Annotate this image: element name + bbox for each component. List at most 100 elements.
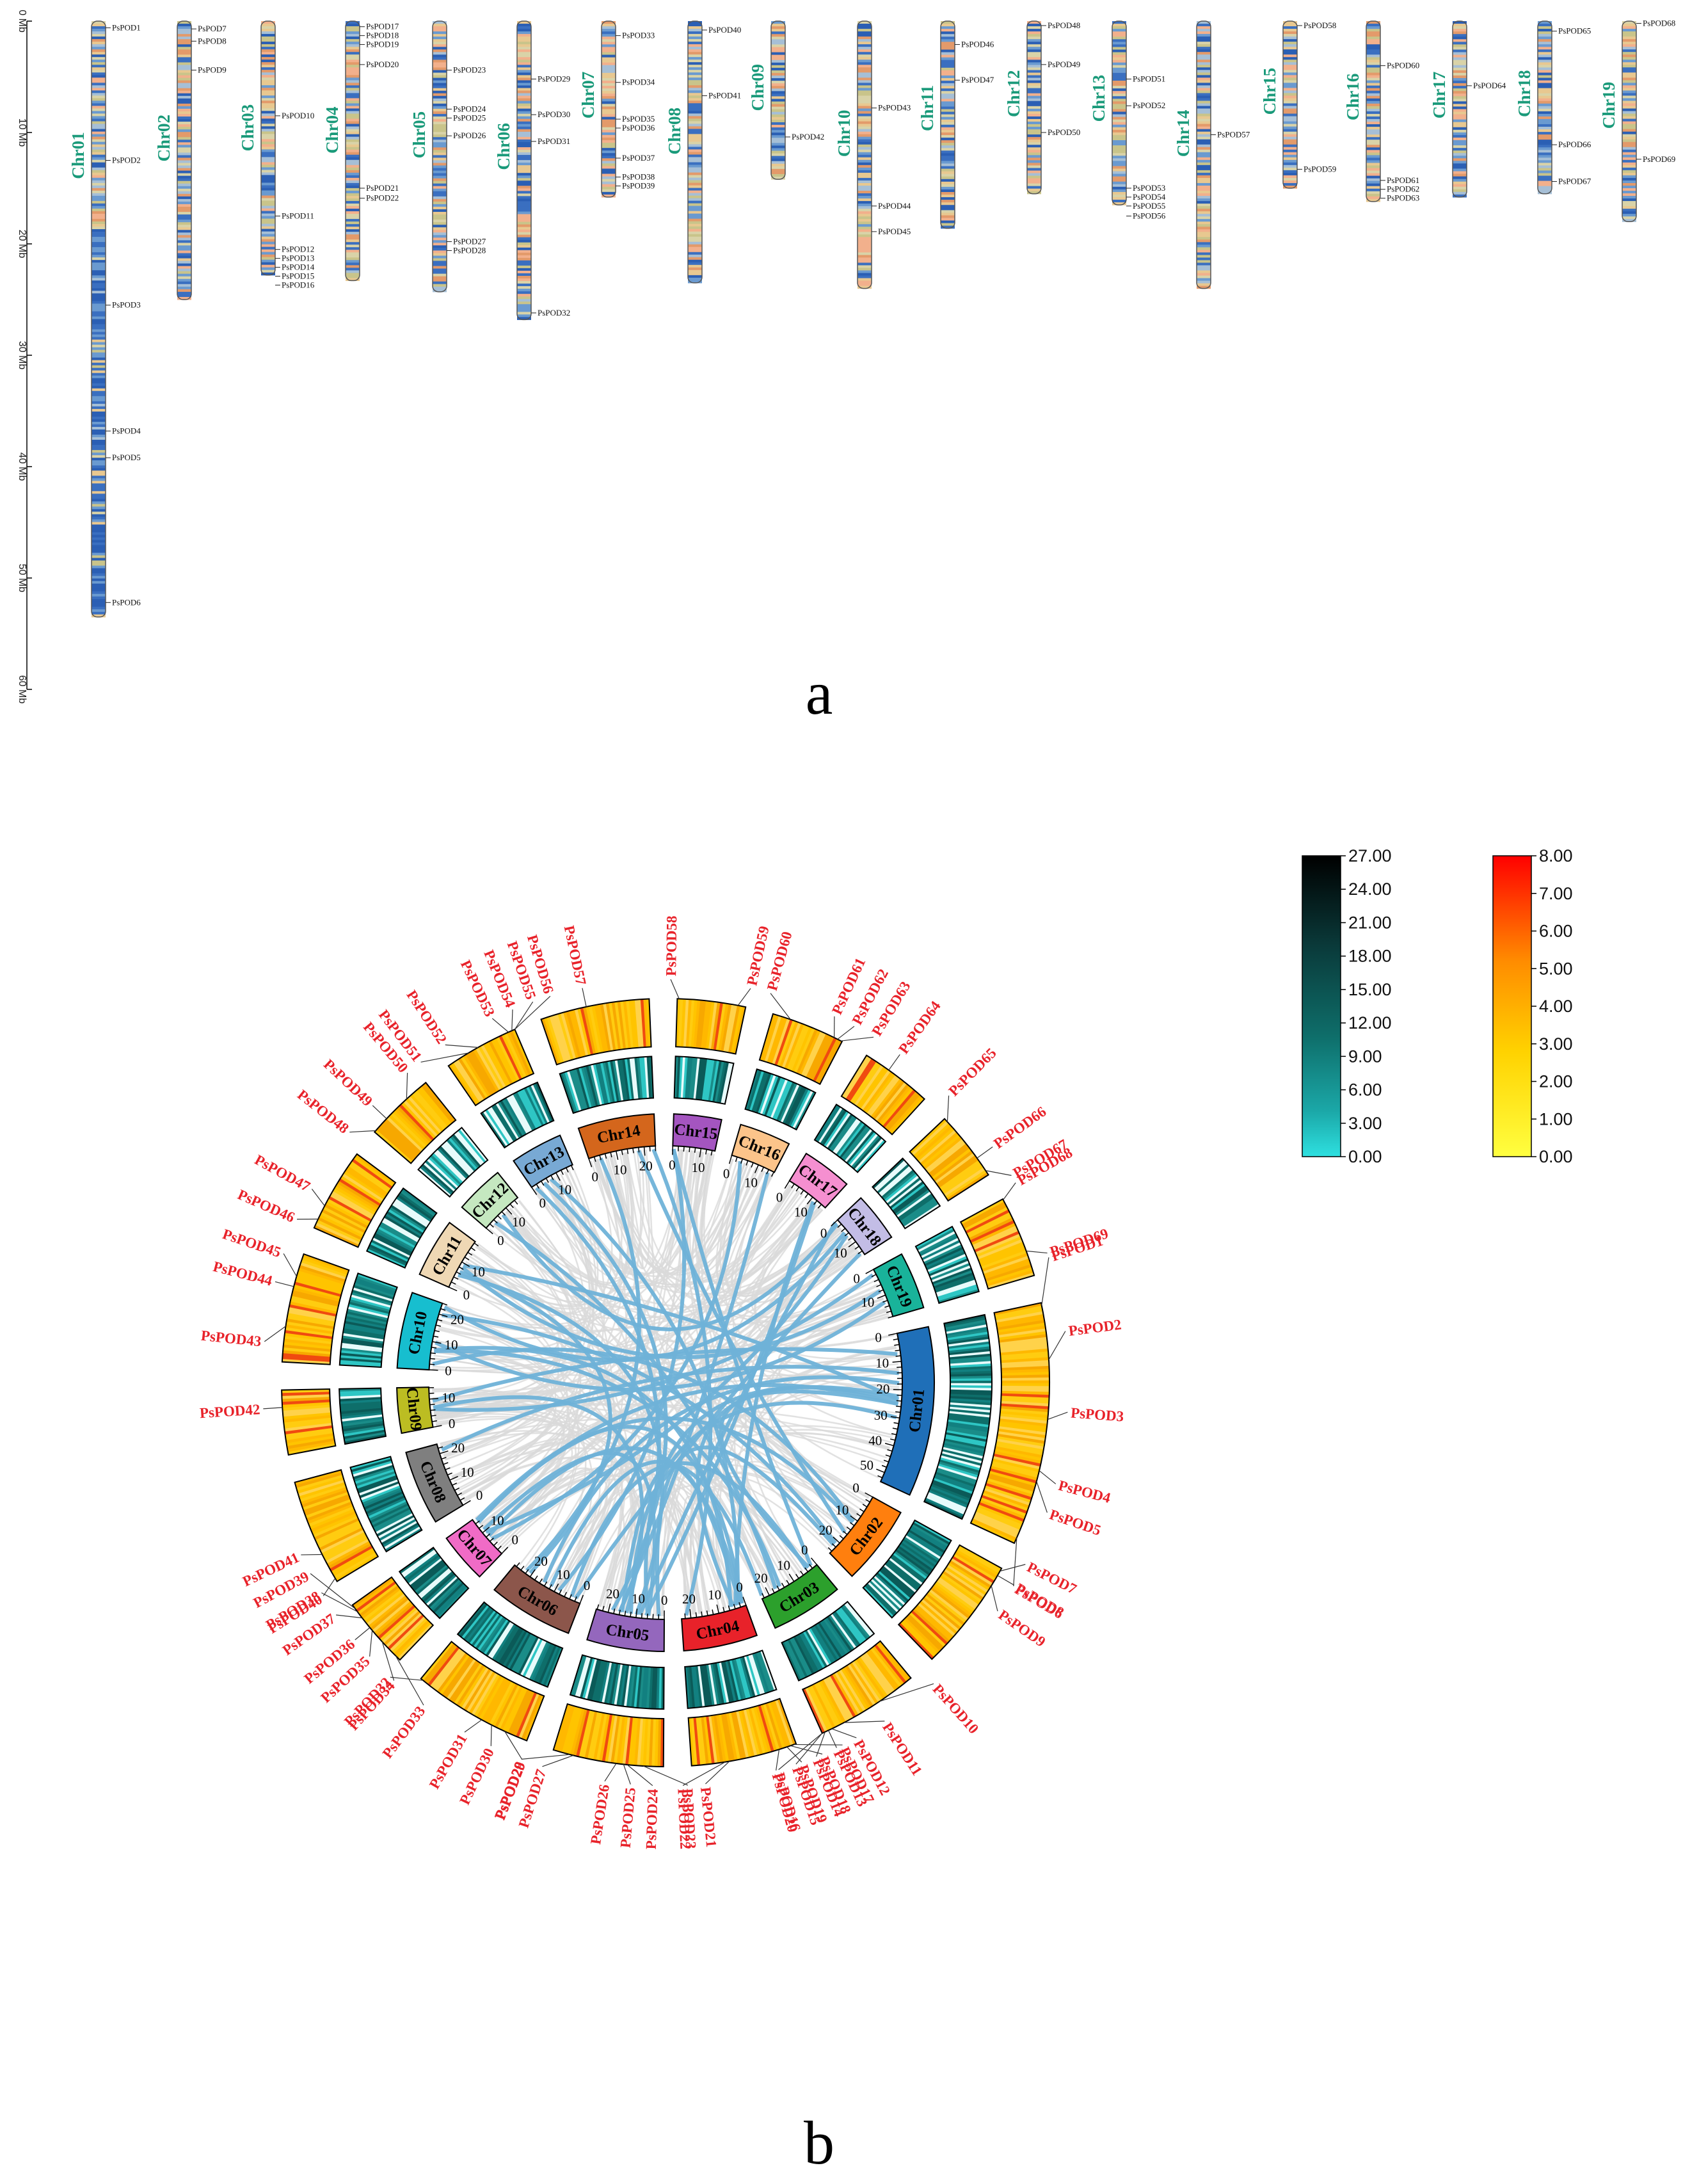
teal-density-bin xyxy=(388,1208,425,1233)
scale-tick xyxy=(461,1261,470,1267)
mb-axis-tick-label: 40 Mb xyxy=(17,453,28,481)
density-band xyxy=(1283,77,1297,81)
density-band xyxy=(433,196,447,200)
scale-tick xyxy=(618,1609,621,1615)
density-band xyxy=(92,190,106,194)
heat-density-bin xyxy=(945,1566,987,1596)
heat-density-bin xyxy=(376,1127,415,1162)
heat-density-bin xyxy=(319,1527,363,1551)
heat-density-bin xyxy=(357,1583,398,1615)
scale-tick xyxy=(865,1269,874,1274)
heat-density-bin xyxy=(876,1642,909,1682)
density-band xyxy=(517,239,531,243)
scale-tick xyxy=(501,1211,506,1216)
density-band xyxy=(602,158,616,161)
density-band xyxy=(1366,26,1380,29)
density-band xyxy=(602,21,616,24)
heat-density-bin xyxy=(927,1141,966,1174)
teal-density-bin xyxy=(344,1431,386,1442)
density-band xyxy=(92,527,106,531)
teal-density-bin xyxy=(359,1481,399,1498)
density-band xyxy=(1283,93,1297,97)
density-band xyxy=(1283,185,1297,189)
legend-tick-label: 6.00 xyxy=(1348,1080,1382,1100)
density-band xyxy=(177,183,191,187)
heat-density-bin xyxy=(730,1712,744,1760)
teal-density-bin xyxy=(348,1301,390,1314)
density-band xyxy=(1112,34,1126,37)
density-band xyxy=(1453,156,1467,159)
teal-density-bin xyxy=(590,1064,603,1105)
density-band xyxy=(177,217,191,220)
teal-density-bin xyxy=(504,1097,527,1136)
circos-gene-label-pspod44: PsPOD44 xyxy=(211,1258,274,1289)
density-band xyxy=(602,184,616,188)
density-band xyxy=(1366,193,1380,197)
teal-density-bin xyxy=(412,1562,447,1591)
teal-density-bin xyxy=(502,1098,525,1136)
heat-density-bin xyxy=(815,1038,840,1084)
density-band xyxy=(857,204,872,207)
teal-density-bin xyxy=(356,1275,397,1292)
density-band xyxy=(1027,191,1041,195)
teal-density-bin xyxy=(950,1398,992,1404)
density-band xyxy=(1197,121,1211,125)
gray-link xyxy=(441,1315,580,1570)
teal-density-bin xyxy=(753,1072,770,1113)
heat-density-bin xyxy=(298,1267,346,1285)
density-band xyxy=(1366,183,1380,187)
density-band xyxy=(517,134,531,138)
density-band xyxy=(517,206,531,210)
gene-label-pspod29: PsPOD29 xyxy=(538,74,570,83)
density-band xyxy=(771,166,785,170)
heat-density-bin xyxy=(285,1321,334,1332)
density-band xyxy=(1197,167,1211,171)
density-band xyxy=(602,44,616,48)
teal-density-bin xyxy=(583,1066,596,1107)
density-band xyxy=(1283,175,1297,179)
teal-ring-outline xyxy=(744,1068,817,1131)
teal-density-bin xyxy=(623,1665,632,1707)
heat-density-bin xyxy=(990,1466,1038,1481)
heat-density-bin xyxy=(973,1514,1019,1536)
density-band xyxy=(1112,57,1126,61)
density-band xyxy=(92,255,106,258)
density-band xyxy=(688,195,702,199)
teal-density-bin xyxy=(735,1658,749,1699)
teal-density-bin xyxy=(646,1056,652,1098)
teal-density-bin xyxy=(943,1442,985,1454)
chromosome-outline xyxy=(1452,20,1467,198)
density-band xyxy=(1197,239,1211,243)
teal-density-bin xyxy=(784,1086,805,1125)
density-band xyxy=(346,237,360,240)
density-band xyxy=(92,103,106,107)
density-band xyxy=(602,36,616,40)
density-band xyxy=(1622,36,1636,40)
density-band xyxy=(941,223,955,227)
density-band xyxy=(941,60,955,63)
density-band xyxy=(517,178,531,181)
density-band xyxy=(1197,270,1211,274)
teal-density-bin xyxy=(522,1088,543,1127)
teal-density-bin xyxy=(340,1408,383,1415)
segmental-duplication-links xyxy=(432,1148,900,1617)
scale-tick xyxy=(630,1611,632,1618)
chromosome-chr07: Chr07PsPOD33PsPOD34PsPOD35PsPOD36PsPOD37… xyxy=(578,20,655,198)
chromosome-outline xyxy=(345,20,360,282)
gene-label-pspod64: PsPOD64 xyxy=(1473,81,1506,90)
teal-density-bin xyxy=(402,1550,438,1578)
density-band xyxy=(92,442,106,446)
gray-link xyxy=(698,1153,772,1592)
heat-density-bin xyxy=(285,1430,333,1441)
gene-pointer xyxy=(1000,1564,1026,1572)
density-band xyxy=(92,106,106,109)
density-band xyxy=(1538,140,1552,143)
density-band xyxy=(602,65,616,68)
teal-density-bin xyxy=(355,1280,395,1296)
chromosome-block-chr14 xyxy=(577,1113,657,1160)
heat-density-bin xyxy=(794,1027,816,1073)
density-band xyxy=(517,265,531,269)
density-band xyxy=(92,445,106,448)
